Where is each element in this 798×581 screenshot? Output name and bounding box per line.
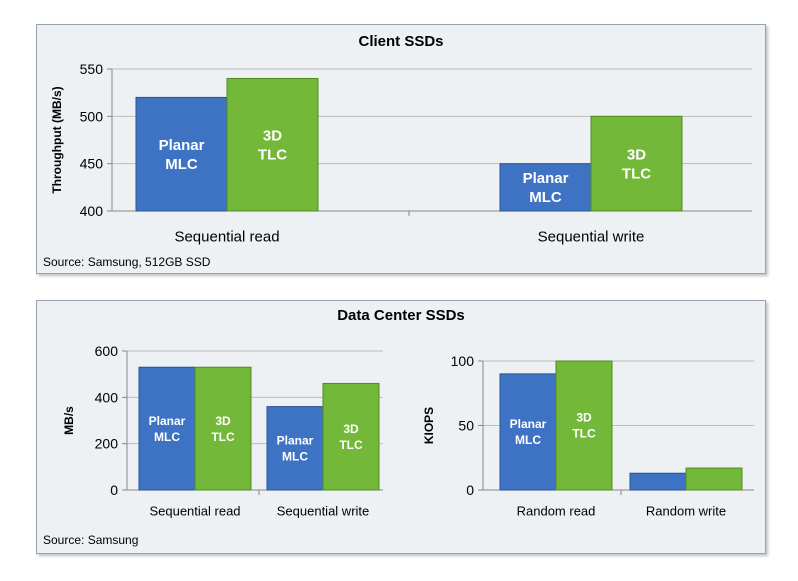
y-tick-label: 200 [95, 436, 119, 452]
bar-3d-tlc [322, 382, 380, 491]
bar-label: 3D [215, 414, 231, 428]
bar-label: Planar [159, 137, 205, 154]
bar-3d-tlc [194, 366, 252, 491]
bar-label: TLC [258, 146, 287, 163]
y-tick-label: 600 [95, 343, 119, 359]
bar-planar-mlc [266, 406, 324, 491]
bar-label: TLC [622, 165, 651, 182]
source-note: Source: Samsung [43, 533, 139, 547]
bar-3d-tlc [226, 77, 319, 212]
bar-label: Planar [523, 170, 569, 187]
bar-planar-mlc [629, 472, 687, 491]
bar-planar-mlc [135, 96, 228, 212]
bar-planar-mlc [499, 373, 557, 491]
bar-3d-tlc [590, 115, 683, 212]
panel-title: Data Center SSDs [337, 307, 465, 324]
y-tick-label: 0 [110, 482, 118, 498]
data-center-ssds-panel: Data Center SSDs Source: Samsung [36, 300, 766, 554]
y-tick-label: 550 [80, 61, 104, 77]
bar-planar-mlc [499, 163, 592, 212]
y-axis-label: Throughput (MB/s) [50, 86, 64, 193]
bar-planar-mlc [138, 366, 196, 491]
source-note: Source: Samsung, 512GB SSD [43, 255, 211, 269]
x-category-label: Sequential read [174, 228, 279, 245]
bar-label: Planar [277, 434, 314, 448]
bar-3d-tlc [685, 467, 743, 491]
y-tick-label: 0 [466, 482, 474, 498]
x-category-label: Sequential write [538, 228, 645, 245]
bar-label: MLC [154, 430, 180, 444]
y-axis-label: MB/s [62, 406, 76, 435]
bar-label: MLC [515, 433, 541, 447]
y-tick-label: 50 [458, 418, 474, 434]
x-category-label: Sequential read [149, 504, 240, 519]
x-category-label: Random read [517, 504, 596, 519]
bar-label: TLC [339, 438, 363, 452]
bar-label: MLC [529, 189, 562, 206]
x-category-label: Sequential write [277, 504, 370, 519]
y-tick-label: 500 [80, 108, 104, 124]
bar-label: 3D [343, 422, 359, 436]
bar-label: MLC [282, 450, 308, 464]
y-tick-label: 450 [80, 156, 104, 172]
y-tick-label: 400 [95, 389, 119, 405]
bar-label: MLC [165, 156, 198, 173]
y-tick-label: 100 [451, 353, 475, 369]
panel-title: Client SSDs [358, 33, 444, 50]
y-tick-label: 400 [80, 203, 104, 219]
x-category-label: Random write [646, 504, 726, 519]
y-axis-label: KIOPS [422, 407, 436, 444]
bar-3d-tlc [555, 360, 613, 491]
bar-label: TLC [211, 430, 235, 444]
bar-label: 3D [627, 146, 646, 163]
bar-label: Planar [149, 414, 186, 428]
bar-label: 3D [576, 411, 592, 425]
bar-label: TLC [572, 427, 596, 441]
bar-label: Planar [510, 417, 547, 431]
bar-label: 3D [263, 127, 282, 144]
